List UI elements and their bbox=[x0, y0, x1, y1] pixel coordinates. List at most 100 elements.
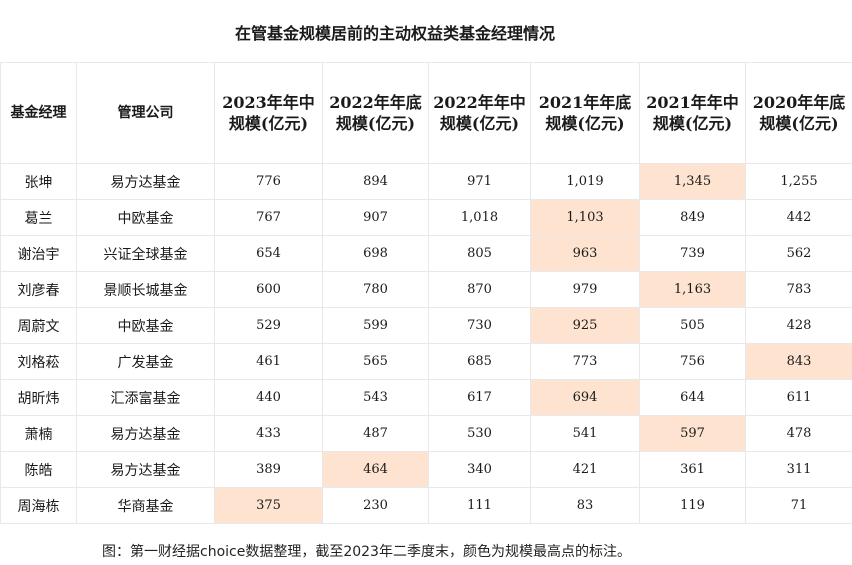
scale-cell: 505 bbox=[639, 307, 746, 344]
manager-name: 谢治宇 bbox=[0, 235, 77, 272]
header-2020-end: 2020年年底规模(亿元) bbox=[745, 62, 852, 164]
manager-name: 周蔚文 bbox=[0, 307, 77, 344]
company-name: 易方达基金 bbox=[76, 163, 215, 200]
company-name: 中欧基金 bbox=[76, 307, 215, 344]
scale-cell: 440 bbox=[214, 379, 323, 416]
scale-cell: 654 bbox=[214, 235, 323, 272]
scale-cell: 698 bbox=[322, 235, 429, 272]
scale-cell: 562 bbox=[745, 235, 852, 272]
scale-cell: 1,018 bbox=[428, 199, 531, 236]
scale-cell: 71 bbox=[745, 487, 852, 524]
scale-cell: 461 bbox=[214, 343, 323, 380]
manager-name: 陈皓 bbox=[0, 451, 77, 488]
scale-cell: 1,019 bbox=[530, 163, 640, 200]
table-row: 胡昕炜 汇添富基金 440 543 617 694 644 611 bbox=[0, 379, 852, 416]
peak-scale-cell: 925 bbox=[530, 307, 640, 344]
scale-cell: 685 bbox=[428, 343, 531, 380]
manager-name: 刘彦春 bbox=[0, 271, 77, 308]
table-row: 陈皓 易方达基金 389 464 340 421 361 311 bbox=[0, 451, 852, 488]
company-name: 易方达基金 bbox=[76, 451, 215, 488]
table-row: 葛兰 中欧基金 767 907 1,018 1,103 849 442 bbox=[0, 199, 852, 236]
manager-name: 葛兰 bbox=[0, 199, 77, 236]
scale-cell: 530 bbox=[428, 415, 531, 452]
figure-caption: 图：第一财经据choice数据整理，截至2023年二季度末，颜色为规模最高点的标… bbox=[102, 544, 631, 560]
scale-cell: 541 bbox=[530, 415, 640, 452]
scale-cell: 767 bbox=[214, 199, 323, 236]
peak-scale-cell: 843 bbox=[745, 343, 852, 380]
table-row: 周蔚文 中欧基金 529 599 730 925 505 428 bbox=[0, 307, 852, 344]
table-row: 周海栋 华商基金 375 230 111 83 119 71 bbox=[0, 487, 852, 524]
scale-cell: 870 bbox=[428, 271, 531, 308]
scale-cell: 849 bbox=[639, 199, 746, 236]
scale-cell: 543 bbox=[322, 379, 429, 416]
scale-cell: 433 bbox=[214, 415, 323, 452]
scale-cell: 730 bbox=[428, 307, 531, 344]
manager-name: 胡昕炜 bbox=[0, 379, 77, 416]
scale-cell: 311 bbox=[745, 451, 852, 488]
header-2023-mid: 2023年年中规模(亿元) bbox=[214, 62, 323, 164]
scale-cell: 780 bbox=[322, 271, 429, 308]
scale-cell: 600 bbox=[214, 271, 323, 308]
scale-cell: 389 bbox=[214, 451, 323, 488]
scale-cell: 442 bbox=[745, 199, 852, 236]
scale-cell: 111 bbox=[428, 487, 531, 524]
header-2021-mid: 2021年年中规模(亿元) bbox=[639, 62, 746, 164]
company-name: 广发基金 bbox=[76, 343, 215, 380]
scale-cell: 529 bbox=[214, 307, 323, 344]
header-2022-mid: 2022年年中规模(亿元) bbox=[428, 62, 531, 164]
scale-cell: 478 bbox=[745, 415, 852, 452]
company-name: 中欧基金 bbox=[76, 199, 215, 236]
manager-name: 刘格菘 bbox=[0, 343, 77, 380]
table-row: 张坤 易方达基金 776 894 971 1,019 1,345 1,255 bbox=[0, 163, 852, 200]
header-row: 基金经理 管理公司 2023年年中规模(亿元) 2022年年底规模(亿元) 20… bbox=[0, 62, 852, 164]
table-row: 谢治宇 兴证全球基金 654 698 805 963 739 562 bbox=[0, 235, 852, 272]
scale-cell: 805 bbox=[428, 235, 531, 272]
scale-cell: 1,255 bbox=[745, 163, 852, 200]
scale-cell: 487 bbox=[322, 415, 429, 452]
scale-cell: 907 bbox=[322, 199, 429, 236]
header-manager: 基金经理 bbox=[0, 62, 77, 164]
scale-cell: 361 bbox=[639, 451, 746, 488]
scale-cell: 230 bbox=[322, 487, 429, 524]
company-name: 兴证全球基金 bbox=[76, 235, 215, 272]
peak-scale-cell: 464 bbox=[322, 451, 429, 488]
scale-cell: 340 bbox=[428, 451, 531, 488]
scale-cell: 979 bbox=[530, 271, 640, 308]
table-row: 萧楠 易方达基金 433 487 530 541 597 478 bbox=[0, 415, 852, 452]
peak-scale-cell: 597 bbox=[639, 415, 746, 452]
scale-cell: 119 bbox=[639, 487, 746, 524]
scale-cell: 617 bbox=[428, 379, 531, 416]
table-body: 张坤 易方达基金 776 894 971 1,019 1,345 1,255 葛兰 中欧基金 767… bbox=[0, 163, 852, 524]
scale-cell: 894 bbox=[322, 163, 429, 200]
scale-cell: 611 bbox=[745, 379, 852, 416]
fund-manager-table: 基金经理 管理公司 2023年年中规模(亿元) 2022年年底规模(亿元) 20… bbox=[0, 62, 852, 524]
table-row: 刘彦春 景顺长城基金 600 780 870 979 1,163 783 bbox=[0, 271, 852, 308]
scale-cell: 776 bbox=[214, 163, 323, 200]
scale-cell: 756 bbox=[639, 343, 746, 380]
scale-cell: 421 bbox=[530, 451, 640, 488]
scale-cell: 428 bbox=[745, 307, 852, 344]
peak-scale-cell: 375 bbox=[214, 487, 323, 524]
peak-scale-cell: 1,163 bbox=[639, 271, 746, 308]
scale-cell: 83 bbox=[530, 487, 640, 524]
peak-scale-cell: 1,103 bbox=[530, 199, 640, 236]
manager-name: 萧楠 bbox=[0, 415, 77, 452]
company-name: 汇添富基金 bbox=[76, 379, 215, 416]
scale-cell: 565 bbox=[322, 343, 429, 380]
peak-scale-cell: 1,345 bbox=[639, 163, 746, 200]
company-name: 易方达基金 bbox=[76, 415, 215, 452]
peak-scale-cell: 963 bbox=[530, 235, 640, 272]
header-2021-end: 2021年年底规模(亿元) bbox=[530, 62, 640, 164]
manager-name: 周海栋 bbox=[0, 487, 77, 524]
scale-cell: 644 bbox=[639, 379, 746, 416]
manager-name: 张坤 bbox=[0, 163, 77, 200]
scale-cell: 773 bbox=[530, 343, 640, 380]
scale-cell: 599 bbox=[322, 307, 429, 344]
scale-cell: 739 bbox=[639, 235, 746, 272]
company-name: 华商基金 bbox=[76, 487, 215, 524]
table-title: 在管基金规模居前的主动权益类基金经理情况 bbox=[234, 24, 555, 43]
scale-cell: 971 bbox=[428, 163, 531, 200]
header-2022-end: 2022年年底规模(亿元) bbox=[322, 62, 429, 164]
table-row: 刘格菘 广发基金 461 565 685 773 756 843 bbox=[0, 343, 852, 380]
header-company: 管理公司 bbox=[76, 62, 215, 164]
